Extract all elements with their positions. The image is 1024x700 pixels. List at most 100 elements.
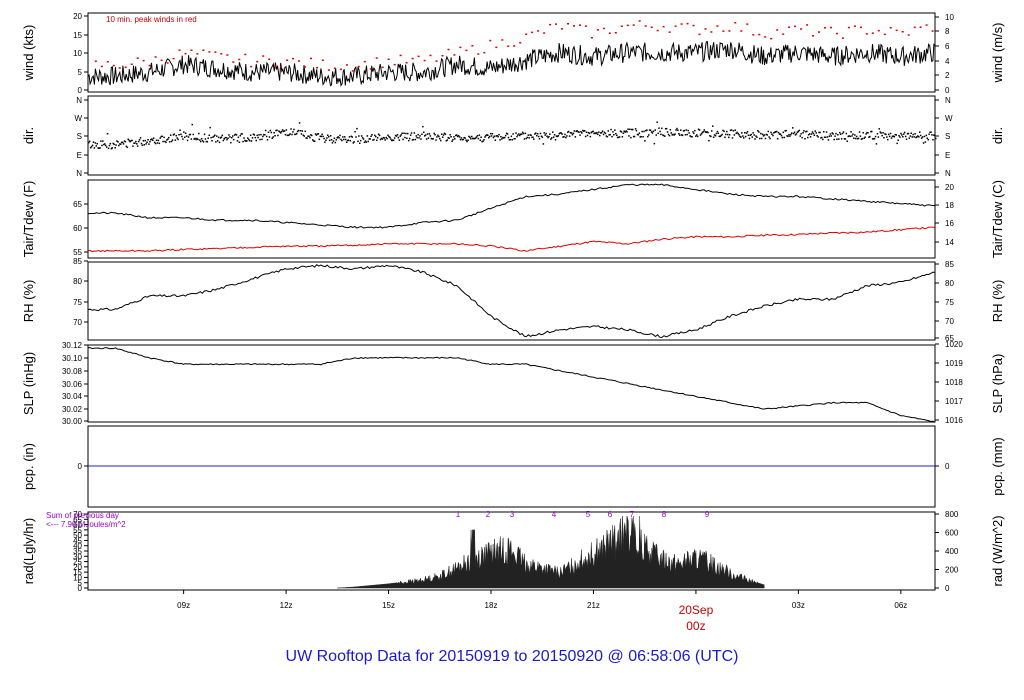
direction-point [887,133,890,136]
direction-point [377,133,380,135]
direction-point [924,141,927,143]
direction-point [228,134,230,136]
ylabel-left-pcp: pcp. (in) [21,443,36,490]
direction-point [712,125,714,127]
direction-point [868,136,870,138]
peak-wind-point [865,33,868,35]
ytick-left-label: 30.02 [62,405,83,414]
direction-point [794,134,797,136]
direction-point [818,131,820,134]
direction-point [824,136,827,138]
peak-wind-point [650,26,653,28]
direction-point [552,136,555,138]
direction-point [242,140,244,143]
direction-point [168,136,170,139]
direction-point [337,136,339,138]
direction-point [820,137,822,139]
peak-wind-point [590,37,593,39]
peak-wind-point [800,28,803,30]
direction-point [294,133,296,136]
peak-wind-point [196,53,199,55]
direction-point [515,132,517,134]
direction-point [148,143,150,145]
peak-wind-point [847,26,850,29]
direction-point [182,138,184,140]
direction-point [539,132,542,135]
direction-point [791,132,793,134]
direction-point [323,137,325,140]
direction-point [211,140,213,142]
direction-point [327,134,329,136]
direction-point [330,139,333,141]
direction-point [629,128,631,130]
peak-wind-point [913,26,916,29]
peak-wind-point [919,26,922,28]
direction-point [308,135,310,137]
direction-point [420,138,422,140]
direction-point [258,134,260,136]
radiation-area [337,516,765,589]
peak-wind-point [112,64,115,67]
direction-point [419,135,421,137]
direction-point [691,136,693,138]
direction-point [423,131,425,133]
direction-point [385,136,387,139]
direction-point [680,134,683,136]
direction-point [179,129,181,131]
direction-point [321,133,323,136]
direction-point [525,137,528,140]
direction-point [217,136,220,139]
direction-point [496,135,498,137]
radiation-marker: 7 [630,510,635,519]
direction-point [457,135,460,137]
direction-point [480,136,482,138]
direction-point [552,131,554,133]
direction-point [581,132,583,134]
xtick-label: 21z [587,601,600,610]
direction-point [365,141,368,143]
direction-point [336,137,338,139]
direction-point [303,135,305,137]
direction-point [154,142,157,145]
direction-point [219,137,222,139]
direction-point [224,136,226,139]
peak-wind-point [555,23,557,25]
direction-point [346,139,349,142]
direction-point [422,125,424,128]
direction-point [466,140,468,143]
direction-point [234,133,237,136]
direction-point [248,138,250,141]
peak-wind-point [925,24,928,26]
direction-point [816,134,818,137]
peak-wind-point [369,68,372,70]
direction-point [147,139,149,141]
peak-wind-point [124,66,127,68]
peak-wind-point [853,25,856,27]
direction-point [125,145,128,148]
direction-point [573,130,576,132]
direction-point [463,136,465,139]
direction-point [136,145,139,147]
direction-point [695,135,697,137]
direction-point [472,137,475,140]
direction-point [176,137,178,139]
direction-point [173,133,176,135]
direction-point [472,137,474,140]
direction-point [512,133,514,135]
direction-point [461,139,464,141]
direction-point [727,133,729,136]
direction-point [170,140,173,143]
direction-point [285,129,288,131]
direction-point [155,139,158,141]
radiation-marker: 4 [552,510,557,519]
direction-point [559,132,561,134]
direction-point [396,134,399,136]
peak-wind-point [250,65,253,68]
direction-point [827,139,830,141]
direction-point [644,140,646,142]
direction-point [136,143,138,145]
peak-wind-point [333,67,336,70]
direction-point [428,133,431,135]
direction-point [676,127,678,130]
direction-point [699,134,702,136]
